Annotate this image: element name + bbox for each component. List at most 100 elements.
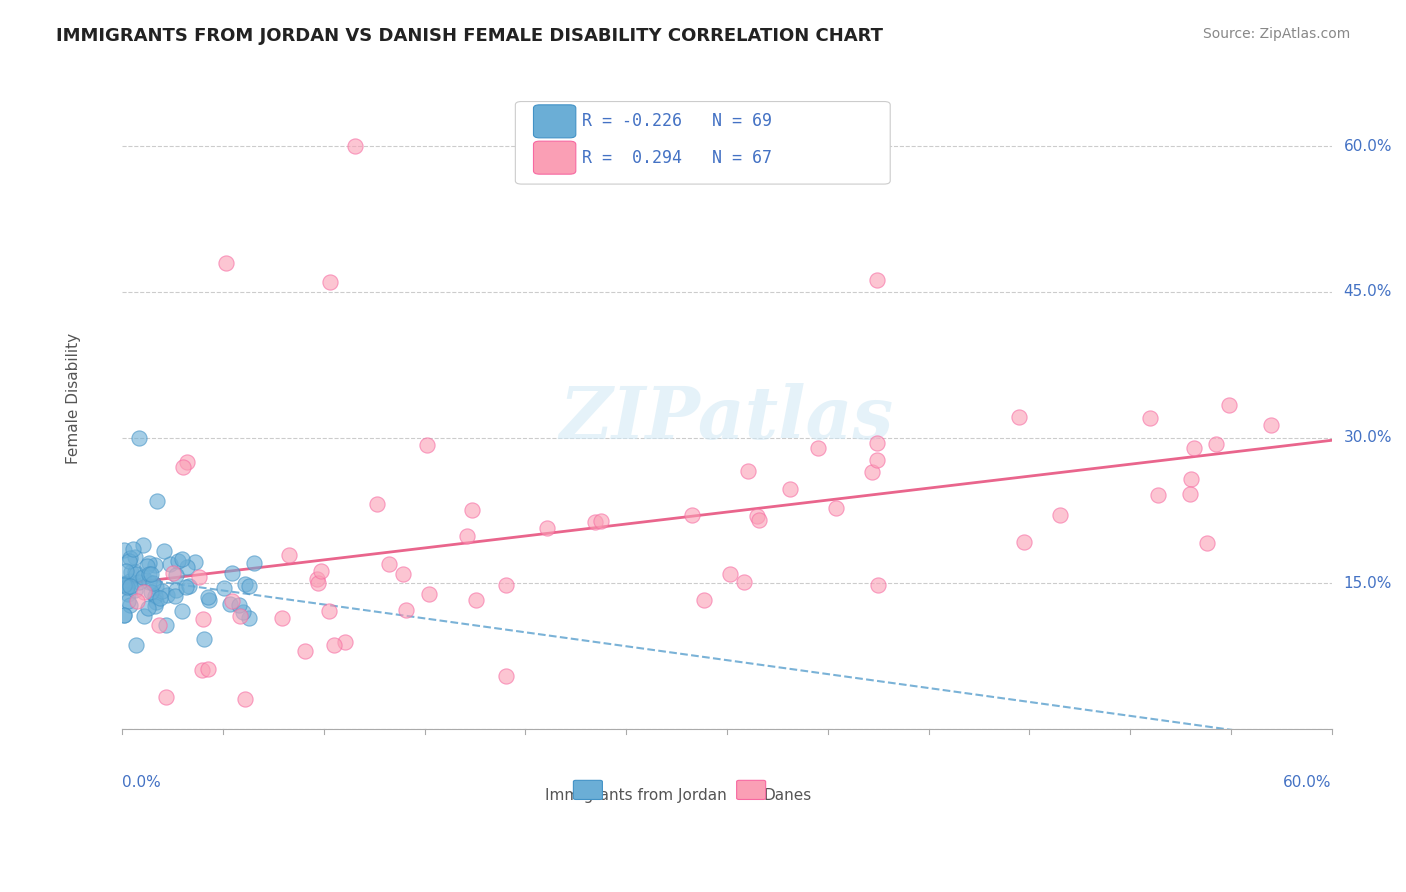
- Text: 60.0%: 60.0%: [1344, 138, 1392, 153]
- Point: [117, 577, 139, 591]
- Point: [733, 574, 755, 589]
- Point: [238, 611, 260, 625]
- Point: [184, 555, 207, 569]
- Point: [589, 514, 612, 528]
- FancyBboxPatch shape: [533, 141, 576, 174]
- Point: [136, 601, 159, 615]
- Point: [866, 453, 889, 467]
- Point: [166, 583, 188, 598]
- Point: [335, 634, 357, 648]
- Point: [115, 580, 138, 594]
- Text: R = -0.226   N = 69: R = -0.226 N = 69: [582, 112, 772, 130]
- Point: [134, 584, 156, 599]
- Point: [124, 565, 146, 579]
- Point: [179, 578, 201, 592]
- Text: IMMIGRANTS FROM JORDAN VS DANISH FEMALE DISABILITY CORRELATION CHART: IMMIGRANTS FROM JORDAN VS DANISH FEMALE …: [56, 27, 883, 45]
- Point: [170, 604, 193, 618]
- Point: [1008, 410, 1031, 425]
- Point: [145, 599, 167, 613]
- Point: [366, 497, 388, 511]
- Point: [120, 566, 142, 580]
- Point: [495, 578, 517, 592]
- Point: [145, 558, 167, 572]
- Point: [124, 566, 146, 581]
- Point: [128, 575, 150, 590]
- Point: [138, 574, 160, 589]
- Point: [219, 597, 242, 611]
- Point: [120, 550, 142, 565]
- FancyBboxPatch shape: [737, 780, 766, 799]
- Point: [174, 580, 197, 594]
- Point: [156, 588, 179, 602]
- Point: [165, 590, 187, 604]
- Point: [172, 552, 194, 566]
- Point: [176, 560, 198, 574]
- Text: Female Disability: Female Disability: [66, 333, 82, 464]
- Point: [232, 605, 254, 619]
- Point: [128, 430, 150, 444]
- Point: [118, 574, 141, 589]
- Text: 30.0%: 30.0%: [1344, 430, 1392, 445]
- Point: [807, 442, 830, 456]
- Point: [117, 587, 139, 601]
- Text: 15.0%: 15.0%: [1344, 575, 1392, 591]
- Point: [136, 558, 159, 573]
- Point: [585, 515, 607, 529]
- Point: [681, 508, 703, 522]
- Text: Danes: Danes: [763, 789, 811, 804]
- Point: [212, 581, 235, 595]
- Point: [139, 585, 162, 599]
- Point: [1197, 535, 1219, 549]
- Point: [779, 482, 801, 496]
- Point: [456, 528, 478, 542]
- Point: [124, 549, 146, 564]
- Point: [167, 554, 190, 568]
- Point: [1180, 487, 1202, 501]
- Point: [271, 611, 294, 625]
- Point: [318, 604, 340, 618]
- Point: [1146, 488, 1168, 502]
- Point: [323, 638, 346, 652]
- Point: [1218, 399, 1240, 413]
- Point: [1012, 535, 1035, 549]
- Point: [307, 572, 329, 586]
- Point: [162, 566, 184, 581]
- Point: [737, 464, 759, 478]
- FancyBboxPatch shape: [574, 780, 602, 799]
- Text: Immigrants from Jordan: Immigrants from Jordan: [546, 789, 727, 804]
- Point: [145, 494, 167, 508]
- Point: [197, 662, 219, 676]
- Text: ZIPatlas: ZIPatlas: [560, 383, 894, 454]
- Point: [228, 599, 250, 613]
- Text: 60.0%: 60.0%: [1284, 775, 1331, 790]
- Point: [112, 578, 135, 592]
- Point: [155, 618, 177, 632]
- Point: [243, 556, 266, 570]
- Text: Source: ZipAtlas.com: Source: ZipAtlas.com: [1202, 27, 1350, 41]
- Point: [191, 663, 214, 677]
- Point: [132, 570, 155, 584]
- Point: [1139, 411, 1161, 425]
- Point: [395, 603, 418, 617]
- Point: [138, 556, 160, 570]
- Point: [176, 455, 198, 469]
- Point: [294, 644, 316, 658]
- Point: [718, 567, 741, 582]
- Point: [391, 567, 413, 582]
- Point: [378, 558, 401, 572]
- Point: [118, 554, 141, 568]
- Point: [343, 139, 366, 153]
- Point: [319, 275, 342, 289]
- Point: [142, 576, 165, 591]
- Text: 45.0%: 45.0%: [1344, 285, 1392, 300]
- Point: [187, 570, 209, 584]
- Point: [307, 575, 329, 590]
- Point: [132, 538, 155, 552]
- Point: [155, 690, 177, 704]
- FancyBboxPatch shape: [533, 105, 576, 138]
- Point: [124, 582, 146, 597]
- Point: [825, 500, 848, 515]
- Point: [860, 465, 883, 479]
- Point: [238, 579, 260, 593]
- Point: [114, 577, 136, 591]
